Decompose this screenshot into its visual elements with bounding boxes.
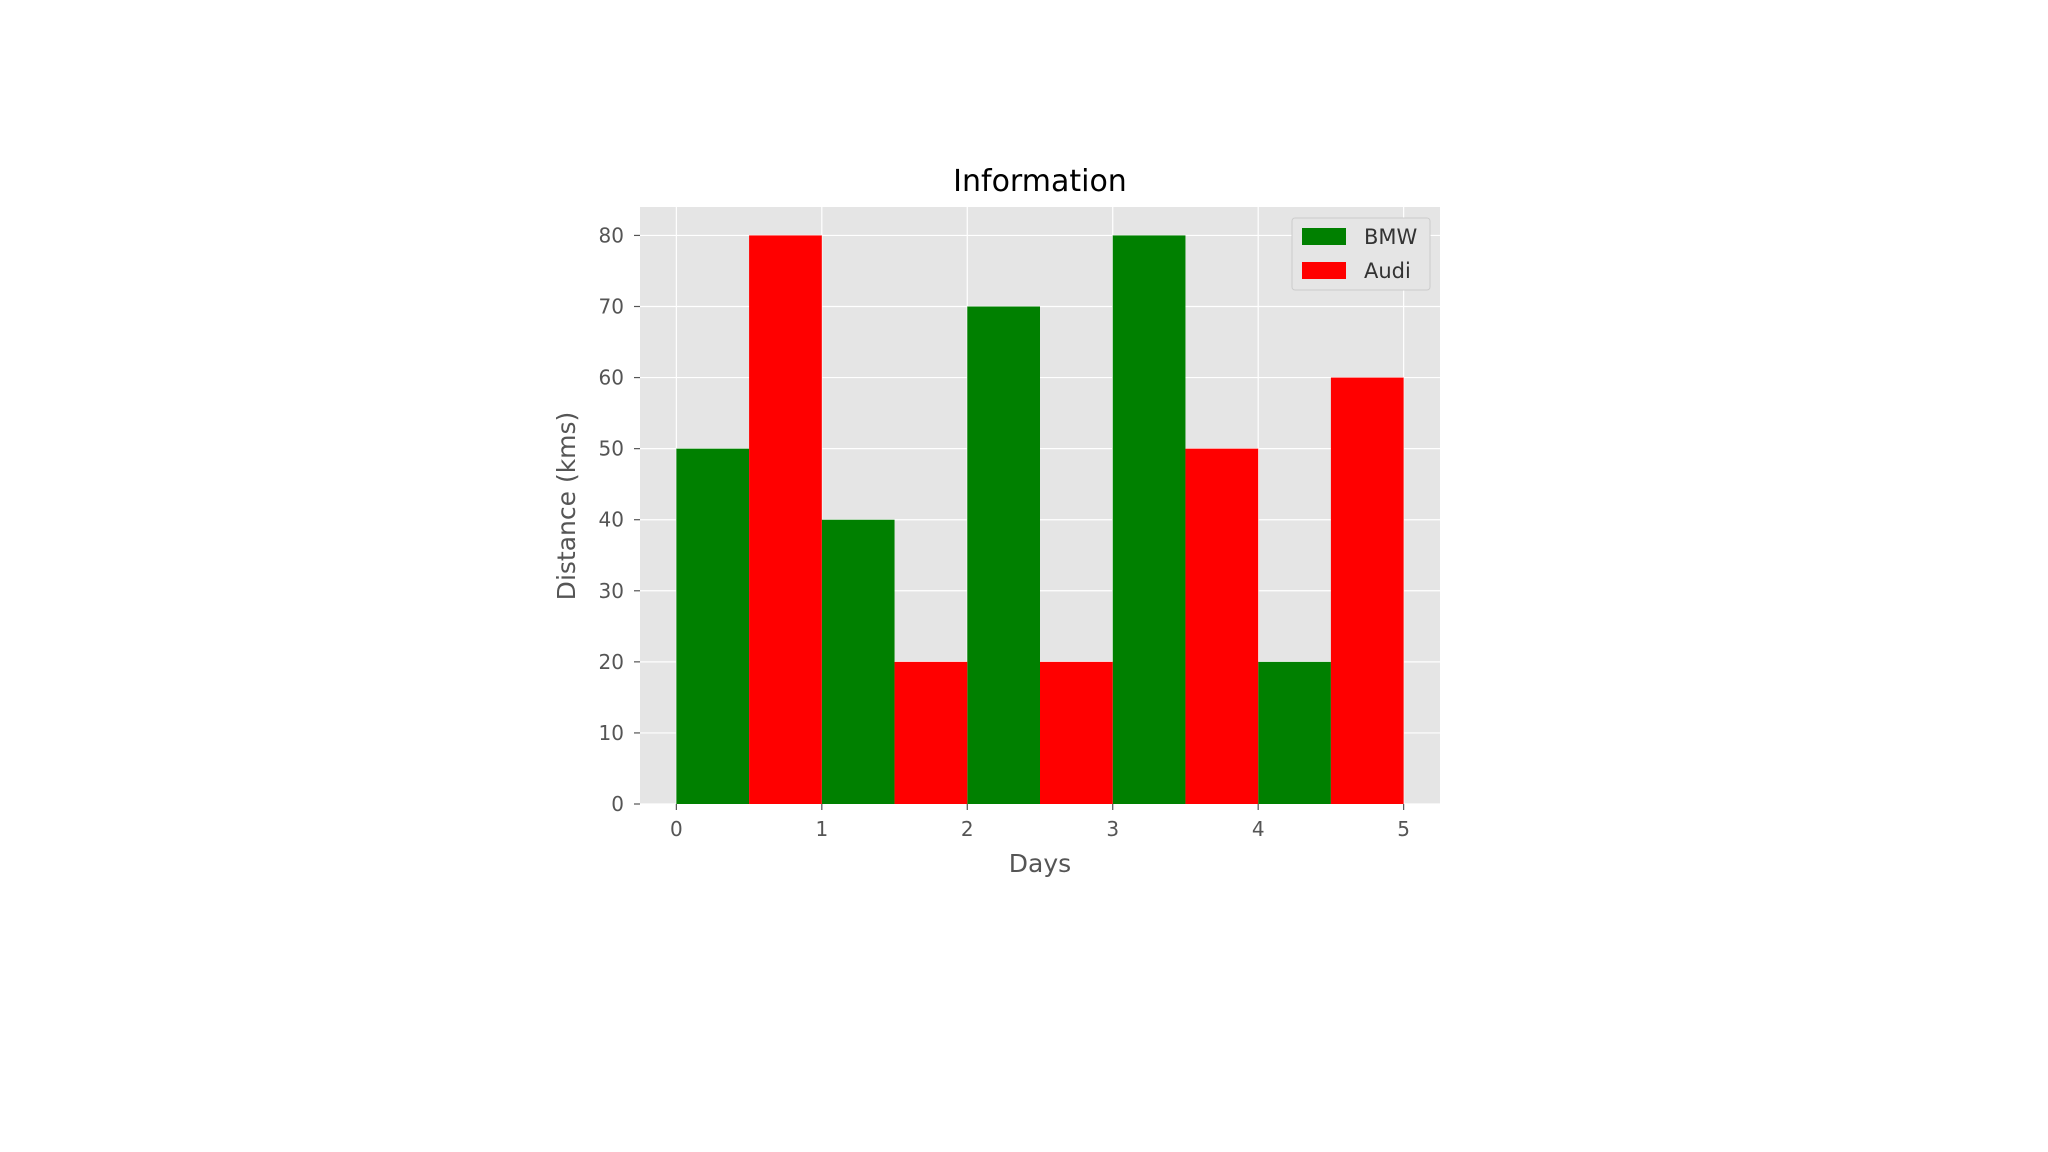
ticks: 0 10 20 30 40 50 60 70 80 0 1 2 3 4 5 xyxy=(599,223,1410,841)
bar-audi-4 xyxy=(1330,377,1404,804)
legend-swatch-bmw xyxy=(1302,228,1346,245)
bar-audi-1 xyxy=(894,661,968,804)
y-tick-label-70: 70 xyxy=(599,295,624,319)
bar-bmw-3 xyxy=(1112,235,1186,804)
bar-bmw-2 xyxy=(967,306,1040,804)
y-tick-label-50: 50 xyxy=(599,437,624,461)
bar-audi-2 xyxy=(1040,661,1113,804)
y-tick-label-0: 0 xyxy=(611,792,624,816)
y-tick-label-60: 60 xyxy=(599,366,624,390)
y-axis-label: Distance (kms) xyxy=(552,412,581,601)
y-tick-label-10: 10 xyxy=(599,721,624,745)
bar-audi-0 xyxy=(749,235,822,804)
bars xyxy=(676,235,1404,804)
legend-label-bmw: BMW xyxy=(1364,225,1418,249)
bar-audi-3 xyxy=(1185,448,1259,804)
x-tick-label-1: 1 xyxy=(815,817,828,841)
legend: BMW Audi xyxy=(1291,217,1431,291)
x-axis-label: Days xyxy=(1009,849,1071,878)
legend-swatch-audi xyxy=(1302,262,1346,279)
bar-bmw-1 xyxy=(821,519,895,804)
y-tick-label-20: 20 xyxy=(599,650,624,674)
x-tick-label-3: 3 xyxy=(1106,817,1119,841)
bar-bmw-4 xyxy=(1258,661,1331,804)
chart-title: Information xyxy=(953,164,1127,199)
x-tick-label-5: 5 xyxy=(1397,817,1410,841)
x-tick-label-2: 2 xyxy=(961,817,974,841)
x-tick-label-4: 4 xyxy=(1252,817,1265,841)
y-tick-label-30: 30 xyxy=(599,579,624,603)
y-tick-label-40: 40 xyxy=(599,508,624,532)
y-tick-label-80: 80 xyxy=(599,223,624,247)
legend-label-audi: Audi xyxy=(1364,259,1411,283)
bar-bmw-0 xyxy=(676,448,750,804)
x-tick-label-0: 0 xyxy=(670,817,683,841)
